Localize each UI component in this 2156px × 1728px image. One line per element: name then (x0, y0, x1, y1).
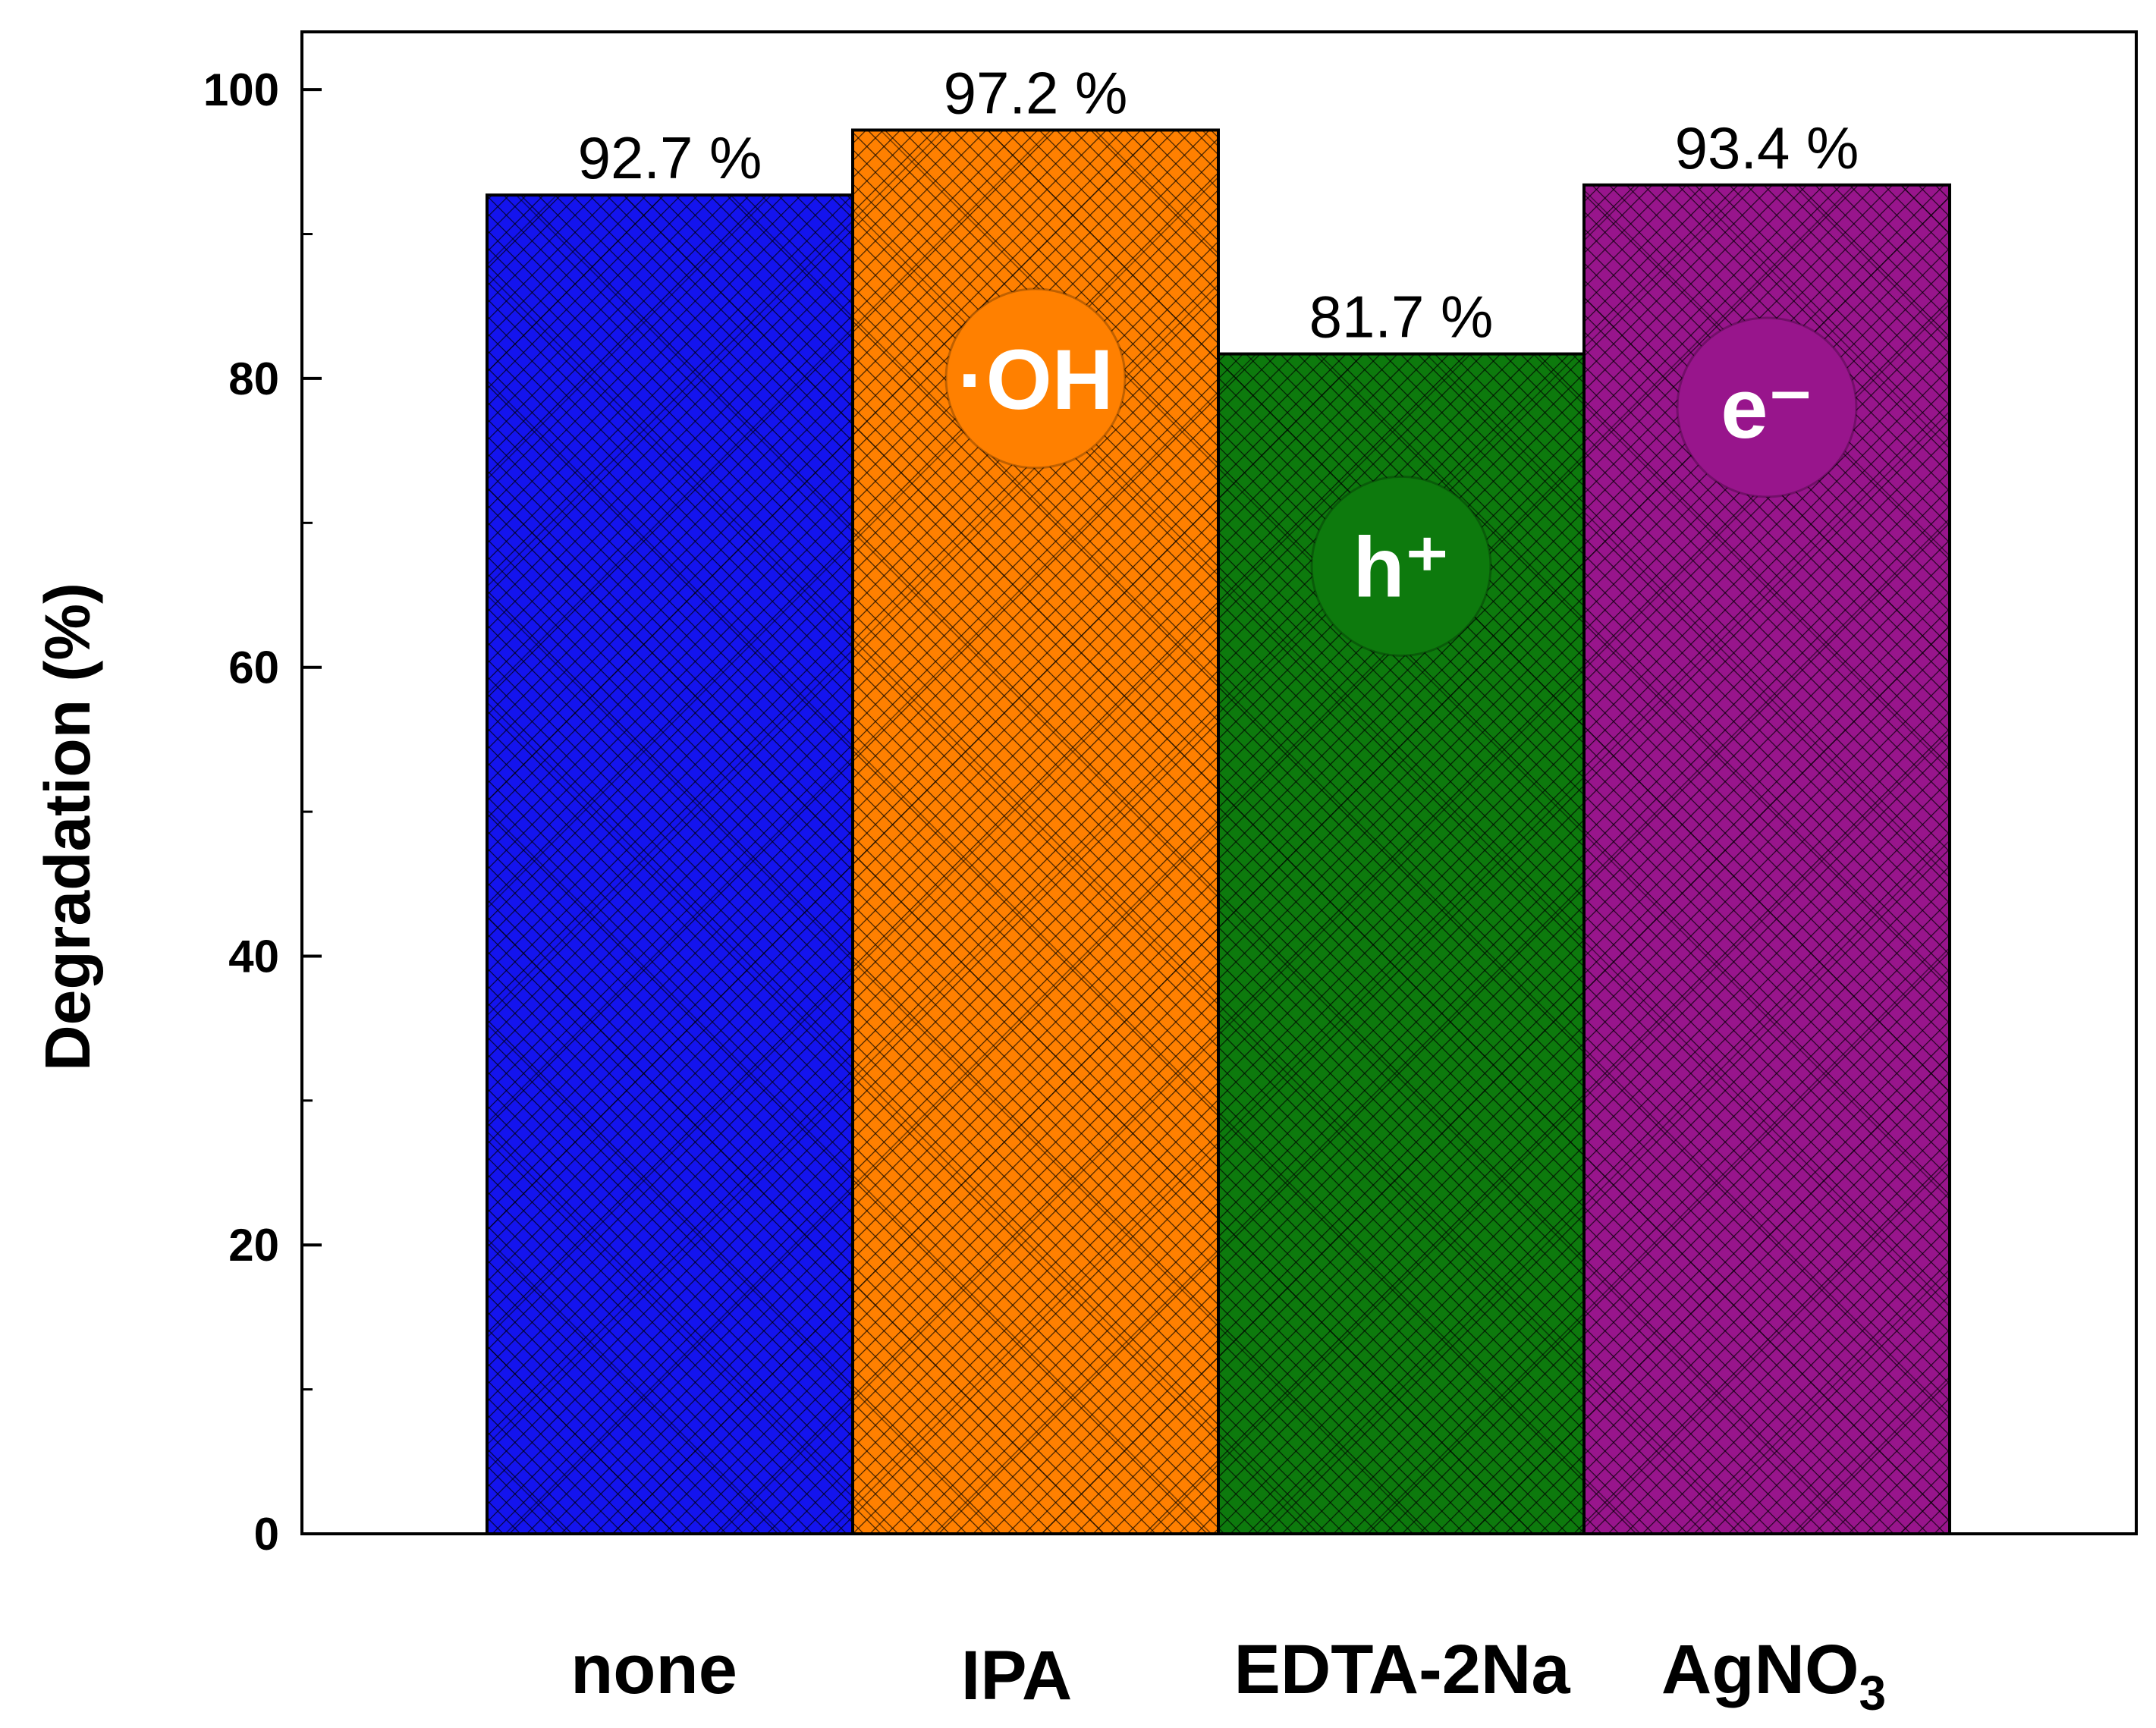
y-tick-label: 20 (228, 1220, 279, 1271)
x-tick-label-agno3-subscript: 3 (1859, 1666, 1887, 1720)
badge-circle (944, 287, 1127, 470)
x-tick-label-agno3-base: AgNO (1661, 1631, 1859, 1708)
data-label-ipa: 97.2 % (944, 59, 1128, 126)
data-label-edta-2na: 81.7 % (1309, 284, 1494, 350)
y-tick-label: 80 (228, 353, 279, 404)
hydroxyl-radical-badge: ·OH (944, 287, 1127, 470)
badge-text: h⁺ (1353, 520, 1450, 614)
bar-none: 92.7 % (486, 124, 854, 1535)
y-tick-label: 40 (228, 931, 279, 982)
bar-hatch-coarse-none (487, 195, 853, 1534)
y-tick-label: 60 (228, 643, 279, 693)
badge-circle (1676, 316, 1858, 498)
x-tick-label-none: none (570, 1631, 737, 1708)
bar-edta-2na: 81.7 % (1217, 284, 1586, 1535)
x-tick-label-edta-2na: EDTA-2Na (1234, 1631, 1570, 1708)
y-tick-label: 100 (203, 64, 279, 115)
x-tick-label-ipa: IPA (961, 1637, 1073, 1714)
y-tick-label: 0 (254, 1509, 279, 1560)
badge-circle (1310, 475, 1492, 657)
data-label-none: 92.7 % (578, 124, 762, 191)
hole-badge: h⁺ (1310, 475, 1492, 657)
bar-ipa: 97.2 % (851, 59, 1220, 1535)
y-axis-label: Degradation (%) (32, 583, 103, 1071)
plot-frame (300, 30, 2138, 1535)
badge-text: e⁻ (1721, 361, 1812, 456)
x-tick-label-agno3: AgNO3 (1661, 1631, 1886, 1720)
electron-badge: e⁻ (1676, 316, 1858, 498)
badge-text: ·OH (957, 332, 1113, 427)
data-label-agno3: 93.4 % (1675, 115, 1859, 181)
